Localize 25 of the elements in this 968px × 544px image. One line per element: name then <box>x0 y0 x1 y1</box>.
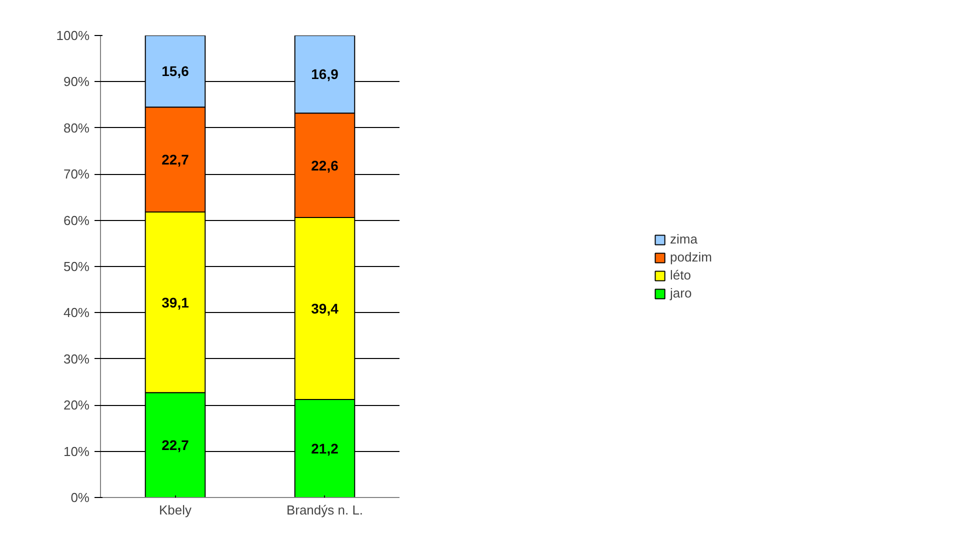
y-tick-label: 80% <box>63 120 90 136</box>
data-label: 22,6 <box>311 157 339 174</box>
data-label: 16,9 <box>311 66 339 82</box>
legend-label: léto <box>670 268 692 282</box>
y-tick-label: 40% <box>63 305 90 320</box>
y-tick-label: 90% <box>63 74 90 90</box>
legend-label: jaro <box>670 286 692 300</box>
y-tick-label: 0% <box>70 490 90 505</box>
data-label: 22,7 <box>162 152 190 168</box>
data-label: 39,1 <box>162 294 190 310</box>
y-tick-label: 10% <box>63 444 90 459</box>
data-label: 39,4 <box>311 300 339 317</box>
legend-label: podzim <box>670 250 712 264</box>
data-label: 15,6 <box>162 63 190 80</box>
y-tick-label: 50% <box>63 259 90 274</box>
data-label: 22,7 <box>162 437 190 454</box>
y-tick-label: 100% <box>56 28 90 43</box>
y-tick-label: 70% <box>63 166 90 182</box>
y-tick-label: 60% <box>63 212 90 228</box>
x-tick-label: Kbely <box>158 502 192 518</box>
y-tick-label: 20% <box>63 398 90 413</box>
y-tick-label: 30% <box>63 351 90 366</box>
legend-label: zima <box>670 232 698 246</box>
x-tick-label: Brandýs n. L. <box>286 502 364 518</box>
data-label: 21,2 <box>311 440 339 457</box>
